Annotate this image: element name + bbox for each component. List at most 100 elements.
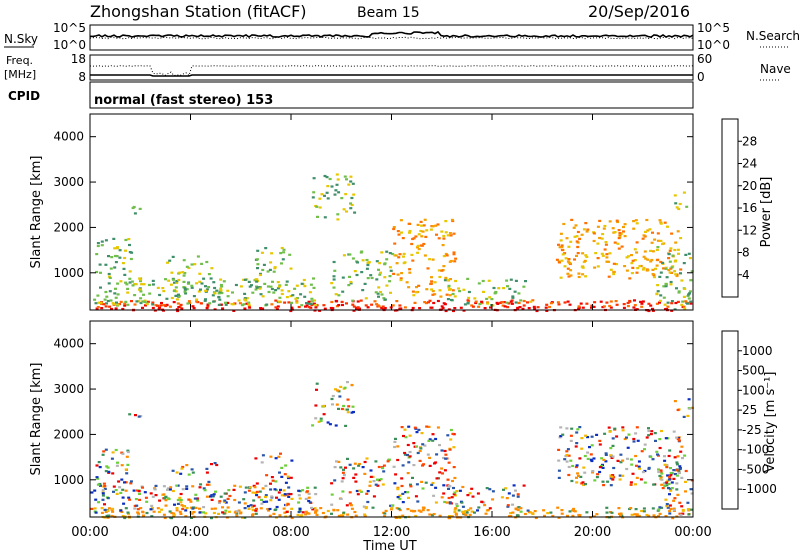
heatmap-cell	[573, 258, 576, 261]
heatmap-cell	[575, 476, 578, 479]
heatmap-cell	[635, 251, 639, 254]
heatmap-cell	[664, 515, 668, 518]
heatmap-cell	[385, 258, 389, 261]
heatmap-cell	[330, 282, 334, 285]
heatmap-cell	[191, 305, 195, 308]
heatmap-cell	[283, 494, 287, 497]
heatmap-cell	[328, 423, 332, 426]
heatmap-cell	[376, 484, 380, 487]
heatmap-cell	[514, 508, 518, 511]
heatmap-cell	[280, 466, 284, 469]
heatmap-cell	[289, 295, 293, 298]
heatmap-cell	[255, 280, 259, 283]
heatmap-cell	[124, 507, 128, 510]
heatmap-cell	[481, 279, 485, 283]
heatmap-cell	[282, 251, 286, 254]
heatmap-cell	[105, 514, 109, 517]
heatmap-cell	[655, 264, 659, 267]
heatmap-cell	[462, 309, 466, 312]
heatmap-cell	[453, 508, 457, 511]
heatmap-cell	[434, 501, 438, 504]
heatmap-cell	[260, 461, 264, 464]
heatmap-cell	[668, 512, 672, 515]
heatmap-cell	[161, 287, 165, 290]
heatmap-cell	[488, 507, 492, 510]
heatmap-cell	[345, 504, 349, 507]
y-tick-label: 2000	[53, 220, 84, 234]
heatmap-cell	[105, 295, 109, 298]
heatmap-cell	[207, 286, 211, 289]
heatmap-cell	[270, 287, 274, 291]
heatmap-cell	[264, 495, 267, 499]
heatmap-cell	[158, 293, 162, 297]
heatmap-cell	[393, 440, 397, 443]
heatmap-cell	[673, 308, 677, 311]
heatmap-cell	[666, 506, 670, 509]
heatmap-cell	[417, 428, 421, 431]
heatmap-cell	[654, 267, 657, 270]
heatmap-cell	[421, 487, 425, 490]
heatmap-cell	[290, 497, 294, 500]
colorbar-tick-label: -1000	[742, 482, 777, 496]
heatmap-cell	[282, 507, 286, 510]
heatmap-cell	[609, 306, 613, 309]
heatmap-cell	[304, 497, 308, 500]
heatmap-cell	[690, 406, 694, 409]
heatmap-cell	[626, 457, 629, 460]
heatmap-cell	[137, 512, 140, 515]
heatmap-cell	[431, 514, 434, 517]
heatmap-cell	[185, 265, 189, 268]
heatmap-cell	[99, 271, 102, 274]
heatmap-cell	[181, 507, 185, 511]
heatmap-cell	[622, 306, 626, 309]
heatmap-cell	[580, 447, 584, 450]
heatmap-cell	[628, 277, 632, 280]
heatmap-cell	[566, 260, 570, 263]
heatmap-cell	[574, 224, 578, 227]
heatmap-cell	[360, 271, 364, 274]
heatmap-cell	[143, 299, 147, 302]
time-axis-title: Time UT	[362, 539, 416, 554]
heatmap-cell	[145, 303, 149, 306]
heatmap-cell	[104, 239, 108, 242]
heatmap-cell	[303, 295, 307, 298]
heatmap-cell	[521, 307, 525, 310]
heatmap-cell	[608, 220, 612, 223]
heatmap-cell	[408, 434, 412, 437]
heatmap-cell	[404, 436, 408, 439]
heatmap-cell	[447, 487, 450, 490]
heatmap-cell	[261, 307, 265, 310]
heatmap-cell	[682, 305, 686, 308]
heatmap-cell	[351, 405, 355, 408]
heatmap-cell	[622, 225, 625, 229]
heatmap-cell	[403, 451, 407, 455]
heatmap-cell	[278, 471, 281, 474]
heatmap-cell	[341, 477, 345, 480]
heatmap-cell	[506, 504, 510, 507]
heatmap-cell	[322, 405, 326, 408]
heatmap-cell	[559, 239, 563, 242]
heatmap-cell	[383, 512, 387, 515]
heatmap-cell	[454, 512, 458, 515]
heatmap-cell	[323, 307, 327, 310]
heatmap-cell	[361, 466, 365, 469]
heatmap-cell	[674, 241, 678, 244]
heatmap-cell	[346, 513, 350, 516]
heatmap-cell	[210, 267, 214, 270]
heatmap-cell	[364, 297, 368, 300]
heatmap-cell	[607, 426, 611, 429]
heatmap-cell	[289, 267, 293, 270]
heatmap-cell	[213, 286, 217, 290]
heatmap-cell	[516, 495, 520, 498]
heatmap-cell	[431, 433, 435, 436]
heatmap-cell	[266, 508, 270, 511]
heatmap-cell	[361, 289, 365, 292]
heatmap-cell	[259, 307, 263, 310]
heatmap-cell	[275, 308, 279, 311]
heatmap-cell	[130, 300, 133, 303]
heatmap-cell	[618, 512, 621, 515]
heatmap-cell	[627, 433, 631, 436]
heatmap-cell	[373, 300, 377, 303]
heatmap-cell	[463, 303, 467, 306]
freq-frame	[89, 54, 694, 81]
